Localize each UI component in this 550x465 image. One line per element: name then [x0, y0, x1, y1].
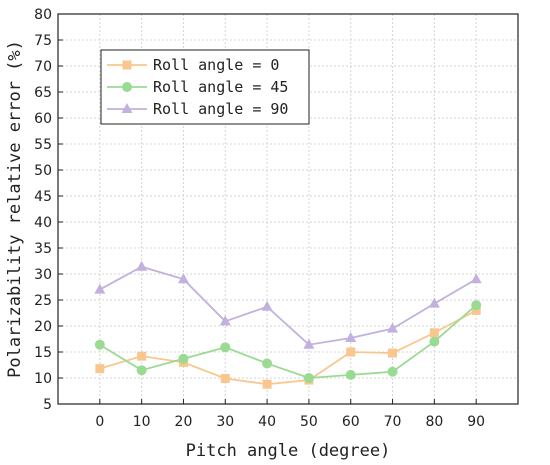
series-line: [99, 309, 477, 386]
y-tick-label: 30: [34, 267, 52, 283]
data-point: [95, 364, 105, 374]
legend-marker: [121, 103, 133, 113]
data-point: [94, 339, 105, 350]
x-tick-label: 0: [95, 414, 104, 430]
y-tick-label: 40: [34, 215, 52, 231]
y-tick-label: 60: [34, 111, 52, 127]
y-tick-label: 45: [34, 189, 52, 205]
data-point: [346, 347, 356, 357]
series-line: [99, 265, 477, 346]
y-tick-label: 70: [34, 59, 52, 75]
y-tick-label: 65: [34, 85, 52, 101]
data-point: [429, 328, 439, 338]
legend-marker: [122, 60, 132, 70]
y-axis-title: Polarizability relative error (%): [5, 40, 25, 378]
data-point: [303, 338, 315, 349]
data-point: [387, 322, 399, 333]
data-point: [136, 260, 148, 271]
y-tick-label: 50: [34, 163, 52, 179]
plot-area-frame: [57, 13, 519, 405]
legend-label: Roll angle = 45: [153, 78, 288, 96]
x-tick-label: 60: [342, 414, 360, 430]
x-tick-label: 70: [384, 414, 402, 430]
y-tick-label: 35: [34, 241, 52, 257]
legend-swatch: [107, 103, 147, 113]
series-group: [94, 260, 482, 349]
y-tick-label: 10: [34, 371, 52, 387]
data-point: [136, 365, 147, 376]
data-point: [303, 373, 314, 383]
data-point: [261, 300, 273, 311]
data-point: [345, 331, 357, 342]
data-point: [387, 366, 398, 377]
data-point: [219, 315, 231, 326]
data-point: [428, 297, 440, 308]
legend-label: Roll angle = 90: [153, 100, 288, 118]
y-tick-label: 5: [43, 397, 52, 413]
data-point: [178, 353, 189, 364]
y-tick-label: 25: [34, 293, 52, 309]
x-tick-label: 20: [175, 414, 193, 430]
legend-item: Roll angle = 0: [107, 56, 279, 74]
data-point: [220, 342, 231, 353]
y-tick-label: 80: [34, 7, 52, 23]
data-point: [137, 351, 147, 361]
legend: Roll angle = 0 Roll angle = 45 Roll angl…: [100, 49, 310, 125]
data-series: [94, 260, 482, 389]
x-tick-label: 30: [216, 414, 234, 430]
axis-ticks: 5 10 15 20 25 30 35 40 45 50 55 60 65 70 75 80 0 10 20 30 40…: [34, 7, 485, 430]
legend-marker: [122, 82, 132, 92]
y-tick-label: 15: [34, 345, 52, 361]
x-tick-label: 50: [300, 414, 318, 430]
y-tick-label: 55: [34, 137, 52, 153]
legend-item: Roll angle = 90: [107, 100, 288, 118]
data-point: [262, 379, 272, 389]
data-point: [345, 369, 356, 380]
x-axis-title: Pitch angle (degree): [186, 441, 391, 461]
legend-swatch: [107, 60, 147, 70]
x-tick-label: 90: [467, 414, 485, 430]
legend-label: Roll angle = 0: [153, 56, 279, 74]
series-group: [94, 300, 482, 383]
x-tick-label: 10: [133, 414, 151, 430]
y-tick-label: 75: [34, 33, 52, 49]
x-tick-label: 80: [425, 414, 443, 430]
data-point: [471, 305, 481, 315]
y-tick-label: 20: [34, 319, 52, 335]
data-point: [177, 273, 189, 284]
series-line: [99, 304, 477, 379]
data-point: [429, 336, 440, 347]
x-tick-label: 40: [258, 414, 276, 430]
legend-item: Roll angle = 45: [107, 78, 288, 96]
data-point: [470, 273, 482, 284]
legend-swatch: [107, 82, 147, 92]
data-point: [262, 358, 273, 369]
data-point: [388, 348, 398, 358]
data-point: [471, 300, 482, 311]
data-point: [220, 374, 230, 384]
data-point: [94, 283, 106, 294]
